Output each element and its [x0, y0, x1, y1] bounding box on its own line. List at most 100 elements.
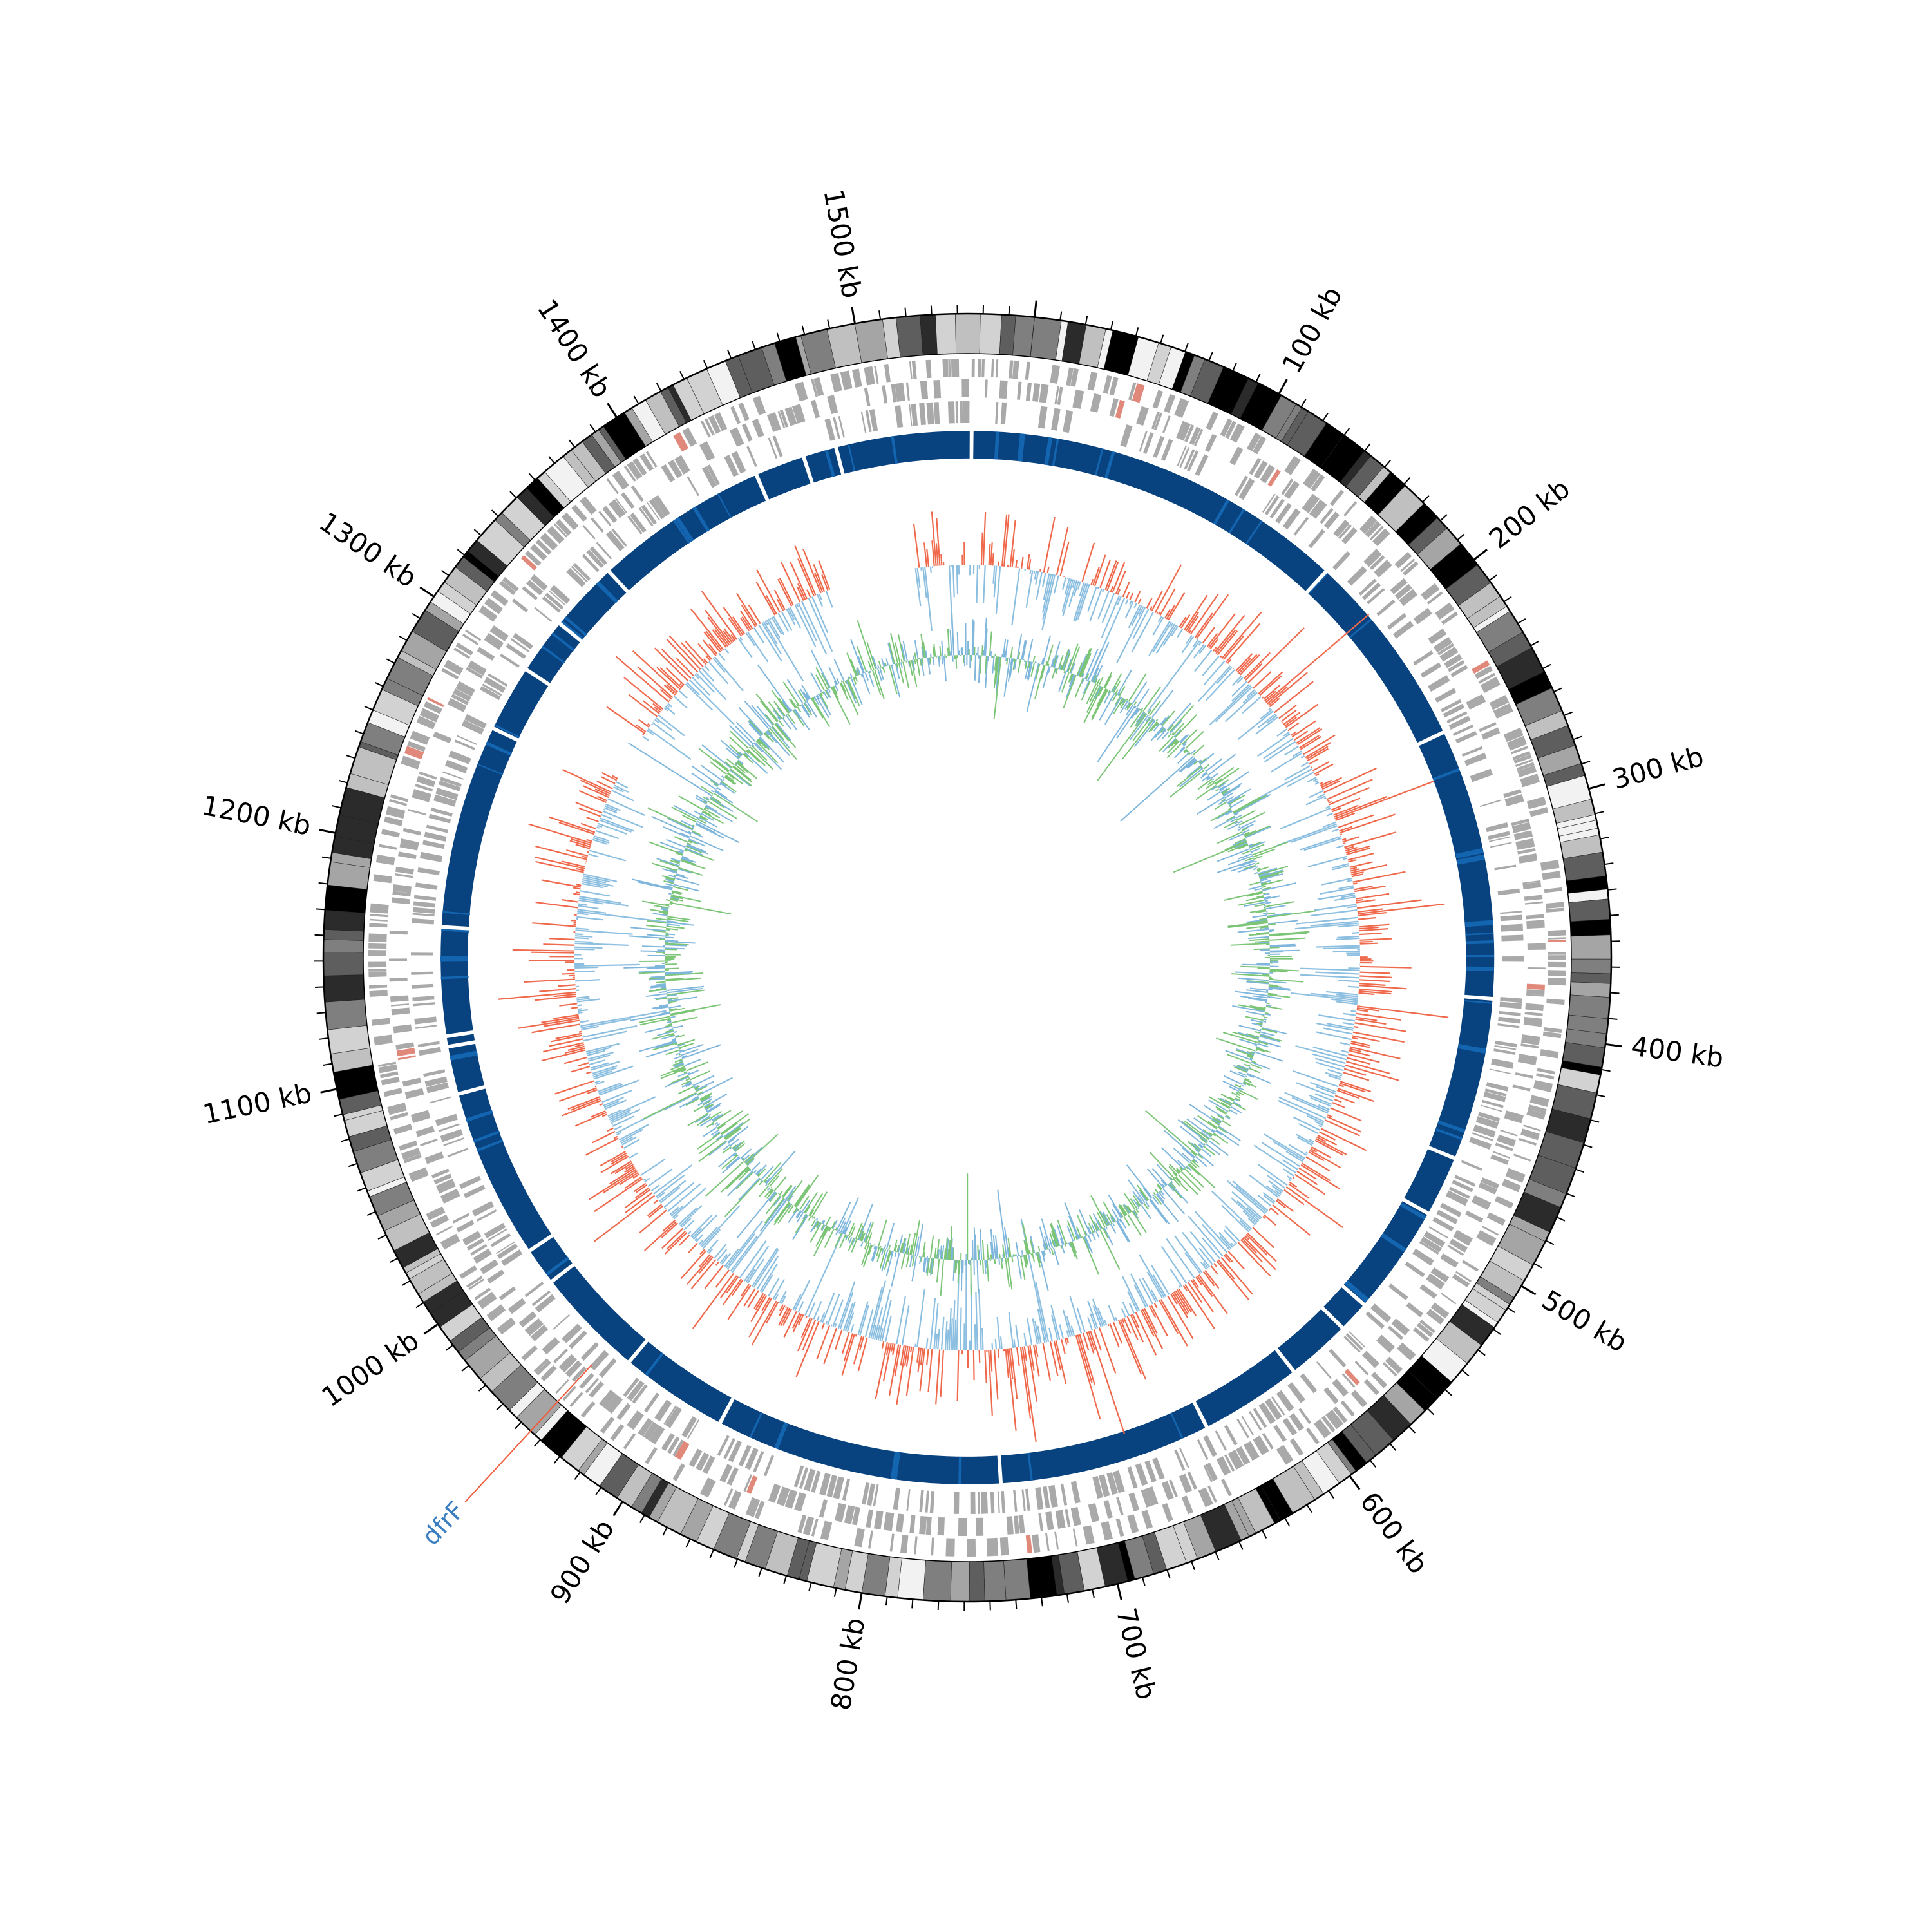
gc-content-bar — [655, 987, 667, 990]
gc-skew-bar — [794, 604, 817, 647]
gc-content-bar — [1264, 896, 1271, 899]
gene-feature — [933, 402, 940, 424]
gc-content-bar — [667, 817, 694, 831]
gene-feature — [542, 1337, 560, 1355]
gene-feature — [1184, 449, 1195, 470]
gc-content-bar — [1210, 1115, 1222, 1123]
gene-feature — [632, 458, 647, 476]
alignment-gap — [997, 1454, 1003, 1486]
gc-skew-bar — [614, 1125, 623, 1131]
gc-content-bar — [1191, 1160, 1200, 1168]
gc-skew-bar — [1157, 611, 1160, 615]
gc-skew-bar — [768, 618, 781, 639]
gc-content-bar — [727, 772, 744, 785]
gc-skew-bar — [574, 948, 595, 951]
gc-content-bar — [869, 670, 871, 674]
gene-feature — [462, 633, 479, 645]
gc-content-bar — [1203, 1143, 1206, 1146]
gene-feature — [424, 831, 447, 842]
gene-feature — [412, 983, 434, 989]
gc-content-bar — [759, 736, 784, 763]
gene-feature — [531, 1290, 551, 1307]
gc-skew-bar — [1051, 1314, 1059, 1340]
gc-skew-bar — [1133, 603, 1137, 609]
gc-skew-bar — [872, 1325, 877, 1340]
gc-skew-bar — [638, 719, 650, 728]
gene-feature — [390, 995, 409, 1003]
gc-content-bar — [1256, 1047, 1271, 1053]
gc-content-bar — [861, 1232, 866, 1242]
gene-feature — [1524, 901, 1543, 905]
gene-feature — [1526, 920, 1545, 929]
gc-content-bar — [865, 1221, 875, 1244]
gc-skew-bar — [1244, 652, 1271, 679]
gc-content-bar — [1064, 1202, 1080, 1240]
gene-feature — [623, 465, 636, 482]
gc-content-bar — [1217, 859, 1255, 873]
gc-content-bar — [793, 709, 801, 719]
gc-content-bar — [1120, 699, 1127, 709]
gc-skew-bar — [1310, 920, 1359, 927]
gc-skew-bar — [761, 1296, 771, 1311]
gc-skew-bar — [843, 1333, 854, 1362]
gc-content-bar — [764, 1180, 767, 1183]
gc-skew-bar — [1358, 990, 1392, 995]
gene-feature — [1115, 1518, 1124, 1537]
gc-content-bar — [942, 1244, 945, 1260]
gc-skew-bar — [1334, 795, 1388, 818]
gc-skew-bar — [1062, 579, 1074, 616]
gc-skew-bar — [609, 1109, 632, 1121]
gc-skew-bar — [1345, 1061, 1390, 1075]
gc-skew-bar — [517, 1018, 580, 1029]
gc-skew-bar — [1202, 1271, 1215, 1287]
gene-feature — [931, 1537, 934, 1556]
gc-skew-bar — [933, 1302, 939, 1349]
gc-content-bar — [1217, 1114, 1224, 1120]
gc-content-bar — [1228, 833, 1244, 842]
gc-skew-bar — [995, 566, 1001, 615]
gc-content-bar — [1168, 738, 1177, 748]
gc-skew-bar — [1242, 696, 1262, 714]
gene-feature — [1481, 1177, 1500, 1189]
gc-skew-bar — [1003, 514, 1010, 567]
gene-feature — [488, 673, 508, 687]
gene-feature — [834, 1502, 846, 1522]
gene-feature — [1498, 1016, 1520, 1024]
minor-tick — [662, 1527, 668, 1536]
gc-content-bar — [1146, 1168, 1164, 1189]
gc-skew-bar — [559, 1003, 578, 1007]
gc-content-bar — [1002, 639, 1007, 658]
gc-skew-bar — [598, 1083, 621, 1093]
gc-content-bar — [868, 1244, 873, 1256]
gc-content-bar — [1257, 1043, 1269, 1048]
gc-content-bar — [1070, 1242, 1078, 1260]
gc-skew-bar — [1034, 1321, 1040, 1344]
gc-skew-bar — [543, 1042, 584, 1053]
gc-content-bar — [666, 927, 678, 931]
gc-content-bar — [949, 629, 952, 656]
gc-content-bar — [835, 1227, 838, 1231]
gc-content-bar — [1169, 705, 1195, 733]
gene-feature — [1252, 435, 1267, 455]
gc-content-bar — [665, 941, 696, 944]
gc-skew-bar — [830, 1324, 833, 1327]
gc-content-bar — [828, 1227, 831, 1232]
gc-content-bar — [876, 1247, 880, 1256]
gc-skew-bar — [534, 856, 585, 869]
gc-content-bar — [1079, 648, 1092, 677]
gc-skew-bar — [783, 1311, 797, 1338]
gc-content-bar — [1112, 1208, 1119, 1220]
gc-content-bar — [728, 724, 752, 747]
gc-content-bar — [703, 1100, 711, 1106]
gc-skew-bar — [1008, 1312, 1014, 1348]
contig-block — [1026, 1555, 1057, 1599]
gc-skew-bar — [1311, 766, 1312, 768]
gc-skew-bar — [745, 1269, 755, 1283]
gc-content-bar — [685, 848, 703, 856]
gc-skew-bar — [576, 998, 590, 1001]
gc-content-bar — [1081, 1236, 1083, 1238]
gc-content-bar — [638, 881, 673, 891]
major-tick — [1349, 1475, 1361, 1490]
gc-content-bar — [668, 1000, 677, 1003]
gc-content-bar — [1045, 1242, 1048, 1250]
